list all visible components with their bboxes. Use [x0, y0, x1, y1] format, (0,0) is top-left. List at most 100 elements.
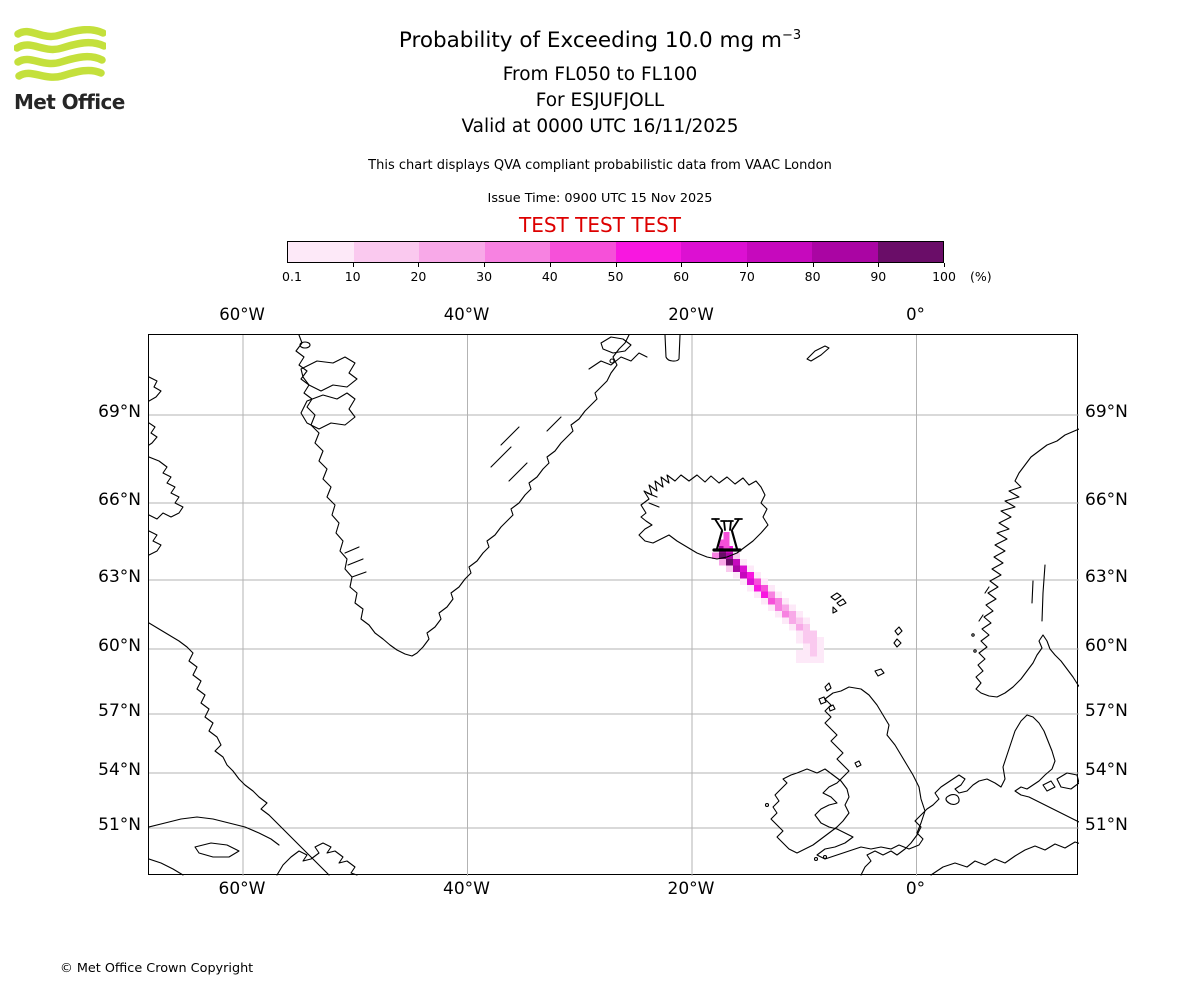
title-exponent: −3 [781, 28, 802, 43]
latitude-label-left: 57°N [98, 701, 141, 721]
plume-cell [754, 585, 761, 592]
plume-cell [782, 598, 789, 605]
latitude-label-left: 51°N [98, 815, 141, 835]
volcano-icon [711, 518, 743, 552]
plume-cell [747, 585, 754, 592]
latitude-label-right: 66°N [1085, 490, 1128, 510]
latitude-label-left: 63°N [98, 567, 141, 587]
plume-cell [733, 552, 740, 559]
longitude-label-bottom: 40°W [443, 879, 490, 899]
coast-iceland [638, 474, 769, 560]
plume-cell [796, 617, 803, 624]
plume-cell [796, 650, 803, 657]
plume-cell [817, 637, 824, 644]
plume-cell [719, 552, 726, 559]
latitude-label-right: 63°N [1085, 567, 1128, 587]
latitude-label-right: 57°N [1085, 701, 1128, 721]
colorbar-segment [484, 242, 550, 262]
logo-waves-icon [13, 25, 108, 81]
colorbar-segment [746, 242, 812, 262]
logo-wordmark: Met Office [14, 90, 125, 114]
page-title: Probability of Exceeding 10.0 mg m−3 [0, 28, 1200, 53]
colorbar-tick-label: 80 [804, 269, 821, 284]
plume-cell [803, 637, 810, 644]
plume-cell [768, 591, 775, 598]
colorbar-tick [812, 263, 814, 267]
coast-danish-islands [1042, 772, 1079, 792]
copyright-text: © Met Office Crown Copyright [60, 961, 254, 976]
colorbar-tick-label: 40 [541, 269, 558, 284]
plume-cell [761, 578, 768, 585]
colorbar-segment [615, 242, 681, 262]
colorbar-tick-label: 90 [870, 269, 887, 284]
coast-continental-europe [860, 714, 1079, 876]
colorbar-segment [550, 242, 616, 262]
plume-cell [803, 624, 810, 631]
plume-cell [810, 637, 817, 644]
coast-newfoundland [276, 842, 358, 876]
subtitle-valid-time: Valid at 0000 UTC 16/11/2025 [461, 116, 739, 137]
plume-cell [803, 643, 810, 650]
colorbar-tick-label: 50 [607, 269, 624, 284]
issue-time: Issue Time: 0900 UTC 15 Nov 2025 [487, 191, 713, 206]
coast-greenland-west-detail2 [300, 392, 356, 430]
plume-cell [810, 643, 817, 650]
latitude-label-right: 69°N [1085, 402, 1128, 422]
map-frame [148, 334, 1079, 876]
latitude-label-left: 60°N [98, 636, 141, 656]
longitude-label-top: 20°W [668, 305, 714, 324]
coast-orkney [874, 668, 885, 677]
latitude-label-left: 69°N [98, 402, 141, 422]
plume-cell [747, 565, 754, 572]
plume-cell [789, 624, 796, 631]
plume-cell [754, 572, 761, 579]
coast-greenland [295, 335, 630, 657]
latitude-label-right: 60°N [1085, 636, 1128, 656]
colorbar-tick-label: 100 [932, 269, 956, 284]
longitude-label-top: 40°W [443, 305, 490, 324]
plume-cell [796, 656, 803, 663]
colorbar-tick-label: 70 [738, 269, 755, 284]
plume-cell [733, 572, 740, 579]
plume-cell [719, 559, 726, 566]
colorbar-tick [681, 263, 683, 267]
plume-cell [803, 650, 810, 657]
qva-note: This chart displays QVA compliant probab… [368, 158, 832, 173]
coast-hebrides [818, 682, 836, 712]
coast-france [930, 841, 1079, 876]
plume-cell [789, 617, 796, 624]
plume-cell [810, 656, 817, 663]
plume-cell [796, 624, 803, 631]
met-office-logo: Met Office [13, 25, 144, 114]
colorbar-segment [288, 242, 354, 262]
coast-se-greenland-fjords [490, 416, 562, 482]
plume-cell [754, 591, 761, 598]
colorbar-tick-label: 0.1 [282, 269, 302, 284]
plume-cell [761, 598, 768, 605]
plume-cell [733, 559, 740, 566]
colorbar-tick [615, 263, 617, 267]
plume-cell [747, 578, 754, 585]
plume-cell [712, 552, 719, 559]
coast-isle-of-man [854, 760, 862, 768]
coast-anticosti [194, 842, 240, 858]
colorbar-tick [352, 263, 354, 267]
latitude-label-right: 54°N [1085, 760, 1128, 780]
plume-cell [775, 591, 782, 598]
coast-faroes [830, 592, 847, 614]
latitude-label-left: 54°N [98, 760, 141, 780]
colorbar-segment [353, 242, 419, 262]
ash-plume-cells [712, 539, 824, 663]
plume-cell [796, 611, 803, 618]
plume-cell [740, 565, 747, 572]
plume-cell [796, 637, 803, 644]
colorbar-tick [484, 263, 486, 267]
coast-nuuk-fjords [344, 546, 367, 578]
plume-cell [747, 572, 754, 579]
plume-cell [782, 611, 789, 618]
coast-ijsselmeer [945, 794, 960, 805]
coast-great-britain [814, 686, 926, 860]
plume-cell [803, 630, 810, 637]
plume-cell [810, 650, 817, 657]
